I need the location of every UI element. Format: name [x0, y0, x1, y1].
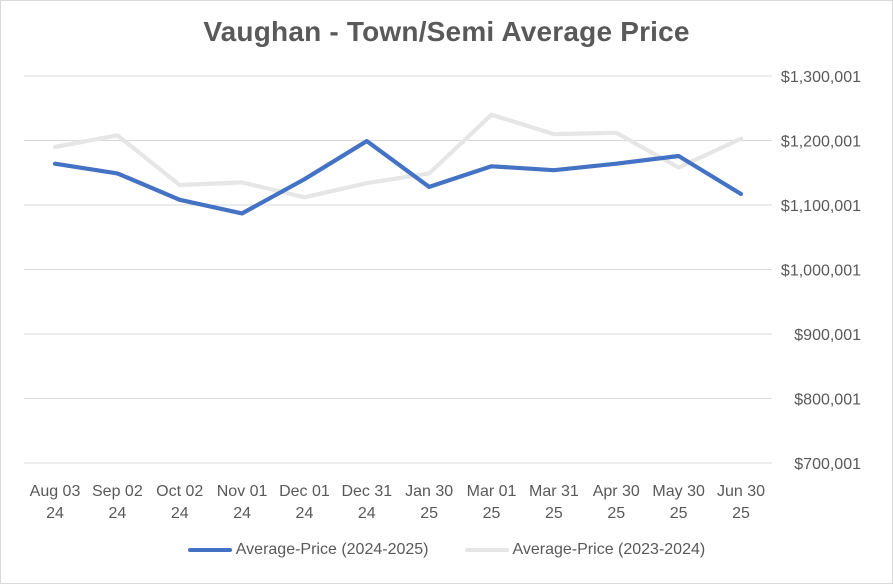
- x-tick-label: 24: [296, 505, 314, 522]
- y-tick-label: $1,100,001: [781, 198, 861, 215]
- x-tick-label: 24: [108, 505, 126, 522]
- series-line-2: [52, 112, 744, 200]
- x-tick-label: 25: [670, 505, 688, 522]
- y-tick-label: $1,300,001: [781, 69, 861, 86]
- x-tick-label: May 30: [652, 483, 705, 500]
- x-tick-label: 24: [358, 505, 376, 522]
- legend-label-series-2: Average-Price (2023-2024): [512, 541, 706, 558]
- legend-swatch-series-2: [464, 548, 509, 552]
- x-tick-label: 25: [732, 505, 750, 522]
- y-tick-label: $700,001: [794, 456, 861, 473]
- x-tick-label: Apr 30: [593, 483, 640, 500]
- x-tick-label: 25: [545, 505, 563, 522]
- x-tick-label: Dec 31: [341, 483, 392, 500]
- x-tick-label: Jan 30: [405, 483, 453, 500]
- x-tick-label: 25: [607, 505, 625, 522]
- x-tick-label: 24: [46, 505, 64, 522]
- y-tick-label: $900,001: [794, 327, 861, 344]
- x-tick-label: 25: [420, 505, 438, 522]
- x-tick-label: 24: [171, 505, 189, 522]
- legend-swatch-series-1: [187, 548, 232, 552]
- y-tick-label: $800,001: [794, 392, 861, 409]
- x-tick-label: Oct 02: [156, 483, 203, 500]
- y-tick-label: $1,000,001: [781, 263, 861, 280]
- x-tick-label: 25: [483, 505, 501, 522]
- x-tick-label: Nov 01: [217, 483, 268, 500]
- x-tick-label: Mar 01: [467, 483, 517, 500]
- x-tick-label: Jun 30: [717, 483, 765, 500]
- x-tick-label: Mar 31: [529, 483, 579, 500]
- x-tick-label: 24: [233, 505, 251, 522]
- legend-item-series-2: Average-Price (2023-2024): [464, 541, 706, 559]
- x-tick-label: Dec 01: [279, 483, 330, 500]
- x-tick-label: Sep 02: [92, 483, 143, 500]
- legend: Average-Price (2024-2025) Average-Price …: [0, 541, 893, 559]
- legend-item-series-1: Average-Price (2024-2025): [187, 541, 429, 559]
- series-line-1: [52, 139, 744, 216]
- chart-title: Vaughan - Town/Semi Average Price: [203, 16, 690, 47]
- y-tick-label: $1,200,001: [781, 134, 861, 151]
- legend-label-series-1: Average-Price (2024-2025): [235, 541, 429, 558]
- x-tick-label: Aug 03: [30, 483, 81, 500]
